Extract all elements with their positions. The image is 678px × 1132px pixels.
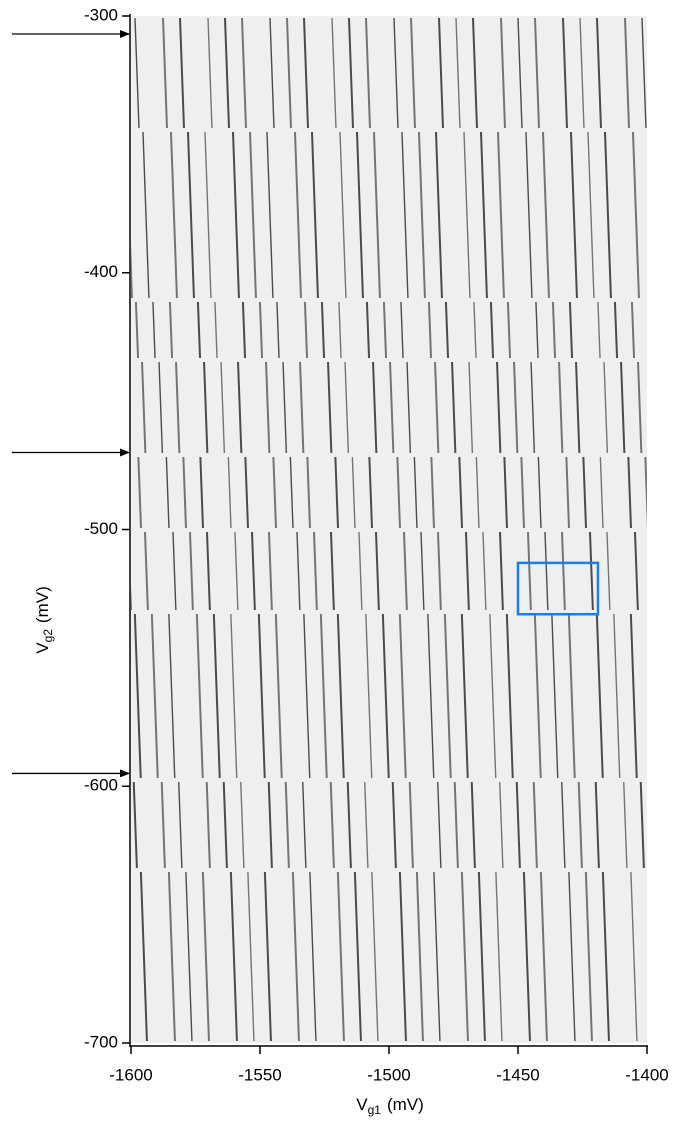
transition-line xyxy=(331,17,379,1042)
transition-line xyxy=(393,17,442,1042)
transition-line xyxy=(131,243,176,1042)
transition-line xyxy=(162,17,211,1042)
transition-line xyxy=(348,17,407,1042)
x-tick-label: -1500 xyxy=(367,1065,410,1084)
x-tick-label: -1450 xyxy=(496,1065,539,1084)
transition-line xyxy=(286,17,345,1042)
transition-line xyxy=(455,17,504,1042)
x-tick-label: -1600 xyxy=(109,1065,152,1084)
y-label-sub: g2 xyxy=(41,629,55,643)
transition-line xyxy=(579,17,638,1042)
y-tick-label: -700 xyxy=(84,1032,118,1051)
transition-line xyxy=(410,17,469,1042)
transition-line xyxy=(266,17,317,1042)
x-label-sub: g1 xyxy=(368,1103,382,1117)
x-tick-label: -1400 xyxy=(625,1065,668,1084)
transition-line xyxy=(179,17,238,1042)
y-axis-title: Vg2 (mV) xyxy=(33,586,55,654)
x-label-unit: (mV) xyxy=(387,1095,424,1114)
transition-line xyxy=(131,586,148,1042)
plot-background xyxy=(131,16,647,1043)
y-tick-label: -600 xyxy=(84,776,118,795)
transition-line xyxy=(517,17,576,1042)
transition-line xyxy=(667,18,678,1041)
transition-line xyxy=(303,17,362,1042)
y-tick-label: -300 xyxy=(84,5,118,24)
transition-line xyxy=(534,17,593,1042)
y-label-main: V xyxy=(33,642,52,654)
transition-line xyxy=(204,17,255,1042)
transition-line xyxy=(641,17,647,129)
x-axis-title: Vg1 (mV) xyxy=(356,1095,424,1117)
y-tick-label: -400 xyxy=(84,262,118,281)
transition-line xyxy=(472,17,531,1042)
x-tick-label: -1550 xyxy=(238,1065,281,1084)
transition-line xyxy=(365,17,424,1042)
transition-lines xyxy=(131,17,678,1042)
transition-line xyxy=(241,17,300,1042)
y-tick-label: -500 xyxy=(84,519,118,538)
highlight-box xyxy=(516,561,600,616)
transition-line xyxy=(596,17,647,876)
transition-line xyxy=(496,17,548,1042)
transition-line xyxy=(134,17,193,1042)
transition-line xyxy=(624,17,647,529)
transition-line xyxy=(434,17,486,1042)
x-label-main: V xyxy=(356,1095,368,1114)
y-label-unit: (mV) xyxy=(33,586,52,623)
transition-line xyxy=(224,17,273,1042)
transition-line xyxy=(562,17,610,1042)
